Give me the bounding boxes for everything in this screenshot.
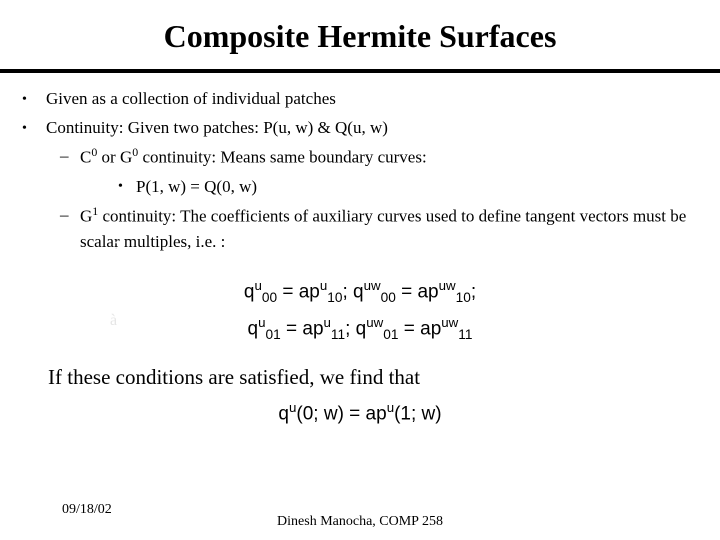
subsub-bullet-1: • P(1, w) = Q(0, w) [118, 175, 698, 200]
sub-bullet-2: – G1 continuity: The coefficients of aux… [60, 203, 698, 254]
title-region: Composite Hermite Surfaces [0, 0, 720, 73]
eq-sub-01: 01 [266, 327, 281, 342]
bullet-1: • Given as a collection of individual pa… [22, 87, 698, 112]
eq-eq-ap3: = ap [281, 318, 324, 339]
bullet-dot: • [22, 116, 46, 141]
subdot: • [118, 175, 136, 200]
equation-line-2: qu01 = apu11; quw01 = apuw11 [22, 311, 698, 348]
eq-sup-uw: uw [364, 278, 381, 293]
b2-pre: Continuity: Given two patches: [46, 118, 263, 137]
eq-end1: ; [471, 281, 476, 302]
eq-sup-uw3: uw [366, 315, 383, 330]
eq-sup-uw2: uw [439, 278, 456, 293]
eq-sup-uw4: uw [441, 315, 458, 330]
sub2-rest: continuity: The coefficients of auxiliar… [80, 207, 686, 251]
footer-author: Dinesh Manocha, COMP 258 [0, 514, 720, 530]
eq-semi-q: ; q [342, 281, 363, 302]
content-region: • Given as a collection of individual pa… [0, 73, 720, 428]
eq-eq-ap4: = ap [398, 318, 441, 339]
eq3-end: (1; w) [394, 403, 442, 424]
sub1-mid: or G [97, 148, 132, 167]
eq-sub-11: 11 [331, 327, 345, 342]
b2-amp: & [313, 118, 335, 137]
eq-semi-q2: ; q [345, 318, 366, 339]
bullet-1-text: Given as a collection of individual patc… [46, 87, 698, 112]
eq-eq-ap2: = ap [396, 281, 439, 302]
eq-sup-u3: u [258, 315, 265, 330]
eq-eq-ap: = ap [277, 281, 320, 302]
eq3-sup2: u [387, 400, 394, 415]
eq-sub-11b: 11 [458, 327, 472, 342]
sub1-rest: continuity: Means same boundary curves: [138, 148, 426, 167]
sub1-pre: C [80, 148, 91, 167]
dash: – [60, 203, 80, 254]
subsub1-text: P(1, w) = Q(0, w) [136, 175, 698, 200]
eq-sub-10: 10 [327, 290, 342, 305]
eq3-mid: (0; w) = ap [296, 403, 386, 424]
b2-qw: Q(u, w) [335, 118, 388, 137]
eq-sub-10b: 10 [456, 290, 471, 305]
eq-sup-u: u [254, 278, 261, 293]
sub2-pre: G [80, 207, 92, 226]
sub1-text: C0 or G0 continuity: Means same boundary… [80, 144, 698, 170]
equation-block-2: qu(0; w) = apu(1; w) [22, 398, 698, 428]
eq-sub-00b: 00 [381, 290, 396, 305]
sub2-text: G1 continuity: The coefficients of auxil… [80, 203, 698, 254]
equation-line-1: qu00 = apu10; quw00 = apuw10; [22, 274, 698, 311]
eq-q2: q [248, 318, 259, 339]
equation-block-1: qu00 = apu10; quw00 = apuw10; qu01 = apu… [22, 274, 698, 348]
sub-bullet-1: – C0 or G0 continuity: Means same bounda… [60, 144, 698, 170]
eq-sup-u4: u [324, 315, 331, 330]
ghost-char-1: à [110, 312, 117, 330]
conclusion-text: If these conditions are satisfied, we fi… [48, 362, 698, 392]
dash: – [60, 144, 80, 170]
ghost-char-2: : [114, 236, 118, 254]
eq-sub-00: 00 [262, 290, 277, 305]
bullet-2: • Continuity: Given two patches: P(u, w)… [22, 116, 698, 141]
eq-sub-01b: 01 [383, 327, 398, 342]
eq3-q: q [278, 403, 289, 424]
eq-q: q [244, 281, 255, 302]
b2-pw: P(u, w) [263, 118, 313, 137]
bullet-dot: • [22, 87, 46, 112]
slide-title: Composite Hermite Surfaces [164, 18, 557, 54]
bullet-2-text: Continuity: Given two patches: P(u, w) &… [46, 116, 698, 141]
